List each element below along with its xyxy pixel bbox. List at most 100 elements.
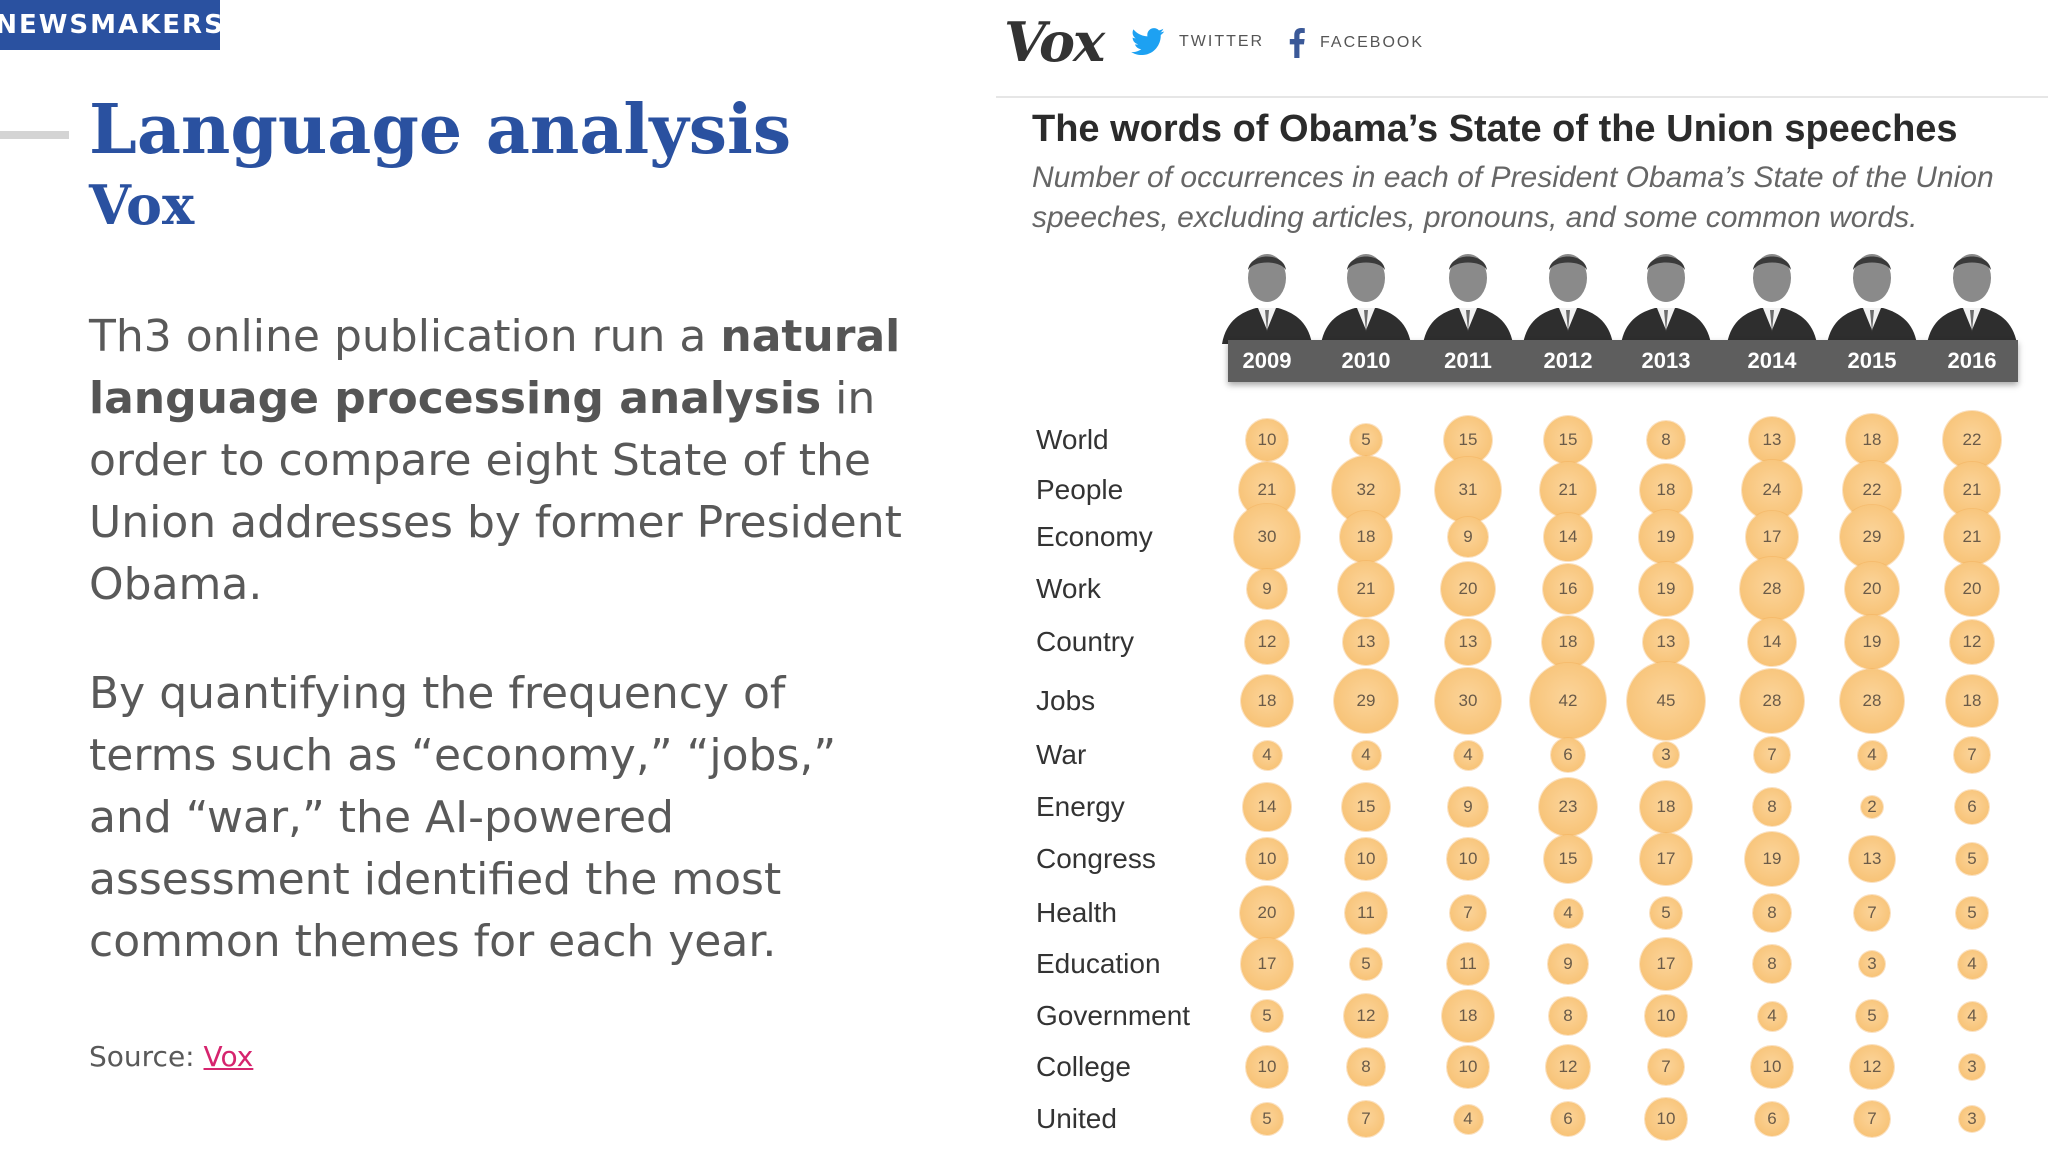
bubble-energy-2010: [1341, 782, 1391, 832]
bubble-congress-2016: [1956, 843, 1988, 875]
value-label-people-2014: 24: [1762, 480, 1782, 499]
value-label-work-2016: 20: [1962, 579, 1982, 598]
bubble-economy-2013: [1639, 510, 1693, 564]
bubble-economy-2012: [1544, 513, 1592, 561]
value-label-war-2014: 7: [1767, 745, 1777, 764]
value-label-people-2015: 22: [1862, 480, 1882, 499]
source-line: Source: Vox: [89, 1040, 253, 1073]
bubble-economy-2009: [1234, 504, 1300, 570]
bubble-jobs-2015: [1840, 669, 1904, 733]
value-label-work-2014: 28: [1762, 579, 1782, 598]
row-label-energy: Energy: [1036, 791, 1125, 822]
year-label-2012: 2012: [1543, 348, 1593, 373]
value-label-jobs-2009: 18: [1257, 691, 1277, 710]
bubble-country-2011: [1445, 619, 1491, 665]
bubble-jobs-2013: [1626, 661, 1706, 741]
portrait-2010: [1321, 254, 1411, 344]
bubble-country-2013: [1643, 619, 1689, 665]
value-label-economy-2016: 21: [1962, 527, 1982, 546]
bubble-people-2013: [1639, 463, 1693, 517]
bubble-people-2012: [1539, 461, 1597, 519]
value-label-work-2013: 19: [1656, 579, 1676, 598]
value-label-united-2013: 10: [1656, 1109, 1676, 1128]
bubble-congress-2010: [1345, 838, 1387, 880]
bubble-economy-2014: [1746, 511, 1798, 563]
value-label-jobs-2013: 45: [1656, 691, 1676, 710]
value-label-education-2015: 3: [1867, 954, 1877, 973]
bubble-energy-2012: [1538, 777, 1598, 837]
value-label-college-2009: 10: [1257, 1057, 1277, 1076]
value-label-economy-2014: 17: [1762, 527, 1782, 546]
body-paragraph-2: By quantifying the frequency of terms su…: [89, 668, 837, 967]
value-label-congress-2016: 5: [1967, 849, 1977, 868]
value-label-congress-2012: 15: [1558, 849, 1578, 868]
bubble-education-2013: [1640, 938, 1692, 990]
value-label-college-2016: 3: [1967, 1057, 1977, 1076]
bubble-united-2010: [1348, 1101, 1384, 1137]
value-label-education-2011: 11: [1459, 954, 1477, 973]
value-label-education-2016: 4: [1967, 954, 1977, 973]
vox-article-screenshot: Vox TWITTER FACEBOOK The words of Obama’…: [996, 0, 2048, 1152]
value-label-united-2010: 7: [1361, 1109, 1371, 1128]
value-label-jobs-2015: 28: [1862, 691, 1882, 710]
row-label-congress: Congress: [1036, 843, 1156, 874]
value-label-college-2011: 10: [1458, 1057, 1478, 1076]
bubble-war-2014: [1754, 737, 1790, 773]
twitter-share-button[interactable]: TWITTER: [1131, 28, 1264, 56]
twitter-bird-icon: [1131, 28, 1165, 56]
value-label-war-2011: 4: [1463, 745, 1473, 764]
bubble-education-2016: [1957, 949, 1987, 979]
value-label-college-2013: 7: [1661, 1057, 1671, 1076]
bubble-health-2012: [1553, 898, 1583, 928]
value-label-education-2014: 8: [1767, 954, 1777, 973]
value-label-college-2010: 8: [1361, 1057, 1371, 1076]
bubble-college-2013: [1648, 1049, 1684, 1085]
value-label-economy-2009: 30: [1257, 527, 1277, 546]
bubble-energy-2011: [1448, 787, 1488, 827]
value-label-war-2012: 6: [1563, 745, 1573, 764]
bubble-country-2012: [1541, 615, 1595, 669]
value-label-energy-2010: 15: [1356, 797, 1376, 816]
bubble-education-2011: [1446, 942, 1490, 986]
bubble-jobs-2011: [1435, 668, 1501, 734]
bubble-government-2014: [1757, 1001, 1787, 1031]
row-label-work: Work: [1036, 573, 1101, 604]
bubble-energy-2016: [1955, 790, 1989, 824]
bubble-united-2012: [1551, 1102, 1585, 1136]
twitter-label: TWITTER: [1179, 33, 1265, 50]
bubble-war-2010: [1351, 740, 1381, 770]
source-link[interactable]: Vox: [203, 1040, 254, 1073]
year-label-2016: 2016: [1947, 348, 1997, 373]
row-label-jobs: Jobs: [1036, 685, 1096, 716]
row-label-college: College: [1036, 1051, 1131, 1082]
bubble-united-2011: [1453, 1104, 1483, 1134]
bubble-war-2009: [1252, 740, 1282, 770]
bubble-congress-2012: [1543, 834, 1593, 884]
facebook-share-button[interactable]: FACEBOOK: [1288, 28, 1424, 58]
portrait-2012: [1523, 254, 1613, 344]
row-label-health: Health: [1036, 897, 1117, 928]
value-label-world-2012: 15: [1558, 430, 1578, 449]
value-label-war-2016: 7: [1967, 745, 1977, 764]
vox-header: Vox TWITTER FACEBOOK: [996, 0, 2048, 98]
bubble-work-2014: [1740, 557, 1804, 621]
value-label-country-2010: 13: [1356, 632, 1376, 651]
value-label-world-2010: 5: [1361, 430, 1371, 449]
bubble-country-2009: [1244, 619, 1290, 665]
bubble-economy-2016: [1943, 508, 2001, 566]
bubble-government-2011: [1441, 989, 1495, 1043]
value-label-war-2010: 4: [1361, 745, 1371, 764]
year-label-2014: 2014: [1747, 348, 1797, 373]
bubble-government-2012: [1549, 997, 1587, 1035]
bubble-work-2013: [1639, 562, 1693, 616]
portrait-2013: [1621, 254, 1711, 344]
value-label-jobs-2012: 42: [1558, 691, 1578, 710]
value-label-people-2012: 21: [1558, 480, 1578, 499]
value-label-energy-2016: 6: [1967, 797, 1977, 816]
bubble-government-2009: [1251, 1000, 1283, 1032]
value-label-education-2013: 17: [1656, 954, 1676, 973]
value-label-congress-2015: 13: [1862, 849, 1882, 868]
value-label-work-2011: 20: [1458, 579, 1478, 598]
facebook-label: FACEBOOK: [1320, 34, 1425, 51]
vox-logo[interactable]: Vox: [1004, 10, 1105, 74]
